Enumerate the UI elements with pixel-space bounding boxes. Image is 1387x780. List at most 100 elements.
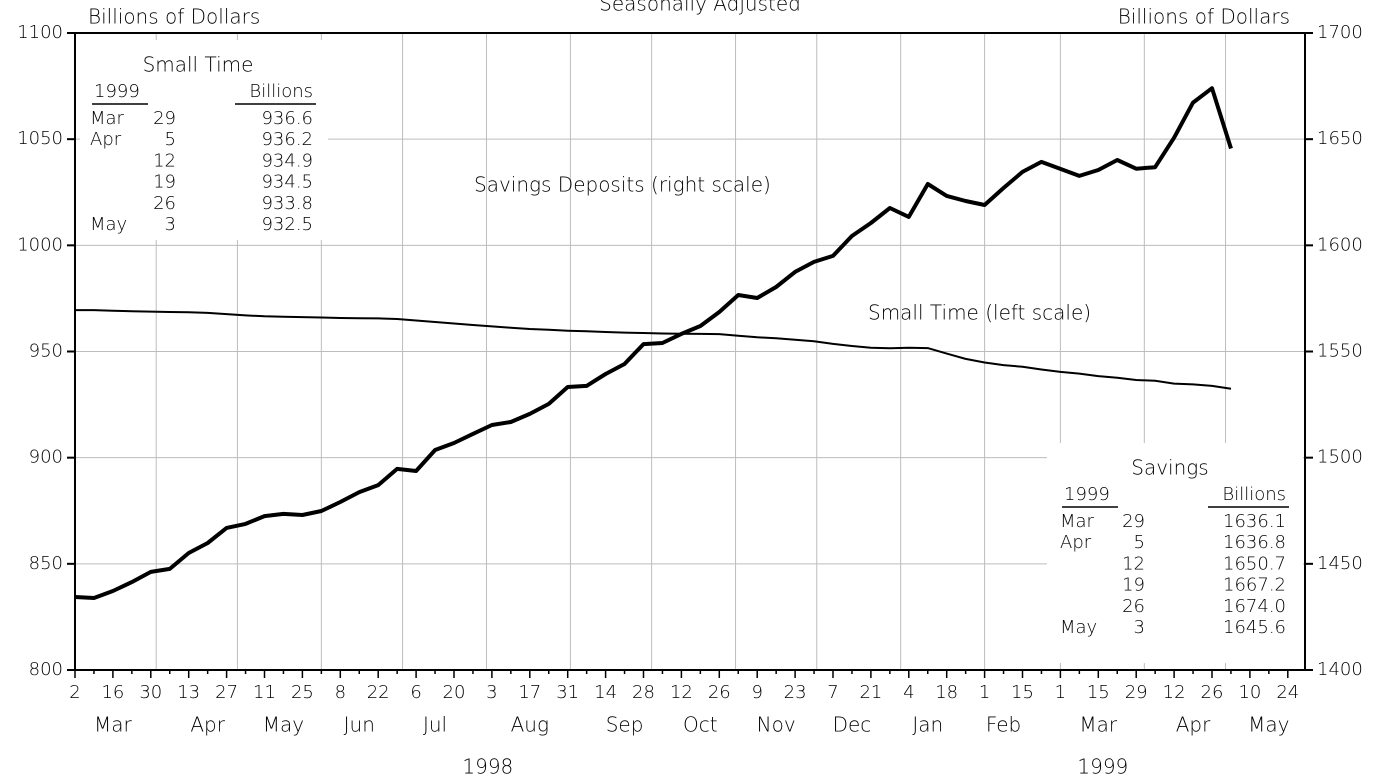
table-year: 1999 [1064, 484, 1110, 505]
x-tick-label: 26 [1201, 682, 1224, 703]
y2-tick-label: 1650 [1317, 128, 1363, 149]
table-cell: May [1060, 617, 1097, 638]
x-tick-label: 9 [751, 682, 762, 703]
x-tick-label: 28 [632, 682, 655, 703]
table-title: Small Time [143, 53, 254, 77]
table-unit: Billions [249, 81, 313, 102]
x-tick-label: 25 [291, 682, 314, 703]
x-tick-label: 31 [556, 682, 579, 703]
table-cell: 1674.0 [1223, 596, 1286, 617]
table-year: 1999 [94, 81, 140, 102]
line-series [74, 86, 1233, 600]
chart-title: Seasonally Adjusted [599, 0, 801, 16]
y-axis-label: Billions of Dollars [88, 5, 260, 29]
table-title: Savings [1131, 456, 1208, 480]
x-tick-label: 13 [177, 682, 200, 703]
table-cell: 26 [153, 193, 176, 214]
month-label: Feb [986, 713, 1021, 737]
y-tick-label: 850 [29, 553, 63, 574]
y-tick-label: 1100 [17, 22, 63, 43]
month-label: May [263, 713, 304, 737]
y2-tick-label: 1500 [1317, 447, 1363, 468]
month-label: Apr [190, 713, 225, 737]
y-tick-label: 800 [29, 659, 63, 680]
table-cell: 5 [165, 129, 176, 150]
y-tick-label: 900 [29, 447, 63, 468]
y-tick-label: 1000 [17, 234, 63, 255]
table-background [1047, 443, 1303, 663]
table-cell: 934.5 [261, 172, 313, 193]
x-tick-label: 12 [1163, 682, 1186, 703]
table-cell: 932.5 [261, 214, 313, 235]
annotation: Small Time (left scale) [868, 301, 1091, 325]
x-tick-label: 22 [367, 682, 390, 703]
x-tick-label: 29 [1125, 682, 1148, 703]
x-tick-label: 6 [410, 682, 421, 703]
month-label: Dec [833, 713, 872, 737]
x-tick-label: 8 [335, 682, 346, 703]
x-tick-label: 20 [443, 682, 466, 703]
x-tick-label: 3 [486, 682, 497, 703]
month-label: Jul [423, 713, 447, 737]
table-cell: 1645.6 [1223, 617, 1286, 638]
table-cell: 1650.7 [1223, 553, 1286, 574]
table-cell: 29 [153, 108, 176, 129]
y2-axis-label: Billions of Dollars [1118, 5, 1290, 29]
table-unit: Billions [1222, 484, 1286, 505]
month-label: Nov [757, 713, 796, 737]
x-tick-label: 1 [1055, 682, 1066, 703]
year-label: 1998 [462, 755, 513, 779]
table-cell: 5 [1134, 532, 1145, 553]
table-cell: 12 [153, 150, 176, 171]
x-tick-label: 24 [1276, 682, 1299, 703]
table-cell: Mar [90, 108, 125, 129]
month-label: Jun [344, 713, 375, 737]
y-tick-label: 950 [29, 341, 63, 362]
x-tick-label: 12 [670, 682, 693, 703]
x-tick-label: 14 [594, 682, 617, 703]
table-cell: 3 [165, 214, 176, 235]
x-tick-label: 4 [903, 682, 914, 703]
y2-tick-label: 1550 [1317, 341, 1363, 362]
month-label: Mar [94, 713, 133, 737]
month-label: Jan [912, 713, 943, 737]
x-tick-label: 27 [215, 682, 238, 703]
table-cell: 19 [1122, 575, 1145, 596]
table-cell: 12 [1122, 553, 1145, 574]
x-tick-label: 17 [518, 682, 541, 703]
table-cell: 933.8 [261, 193, 313, 214]
table-cell: 3 [1134, 617, 1145, 638]
y2-tick-label: 1700 [1317, 22, 1363, 43]
line-series [75, 309, 1232, 390]
x-tick-label: 30 [139, 682, 162, 703]
table-cell: Mar [1060, 511, 1095, 532]
x-tick-label: 21 [859, 682, 882, 703]
table-cell: 1667.2 [1223, 575, 1286, 596]
y2-tick-label: 1600 [1317, 234, 1363, 255]
table-cell: 936.2 [261, 129, 313, 150]
table-cell: 934.9 [261, 150, 313, 171]
year-label: 1999 [1077, 755, 1128, 779]
x-tick-label: 15 [1011, 682, 1034, 703]
month-label: Apr [1176, 713, 1211, 737]
x-tick-label: 2 [69, 682, 80, 703]
x-tick-label: 7 [827, 682, 838, 703]
x-tick-label: 16 [101, 682, 124, 703]
x-tick-label: 11 [253, 682, 276, 703]
x-tick-label: 1 [979, 682, 990, 703]
month-label: Aug [511, 713, 549, 737]
table-cell: Apr [90, 129, 122, 150]
table-cell: 1636.1 [1223, 511, 1286, 532]
y2-tick-label: 1400 [1317, 659, 1363, 680]
table-cell: 936.6 [261, 108, 313, 129]
table-background [80, 40, 328, 240]
table-cell: 29 [1122, 511, 1145, 532]
month-label: Mar [1079, 713, 1118, 737]
table-cell: 19 [153, 172, 176, 193]
table-cell: 1636.8 [1223, 532, 1286, 553]
annotation: Savings Deposits (right scale) [474, 173, 771, 197]
y2-tick-label: 1450 [1317, 553, 1363, 574]
month-label: Oct [683, 713, 718, 737]
table-cell: 26 [1122, 596, 1145, 617]
